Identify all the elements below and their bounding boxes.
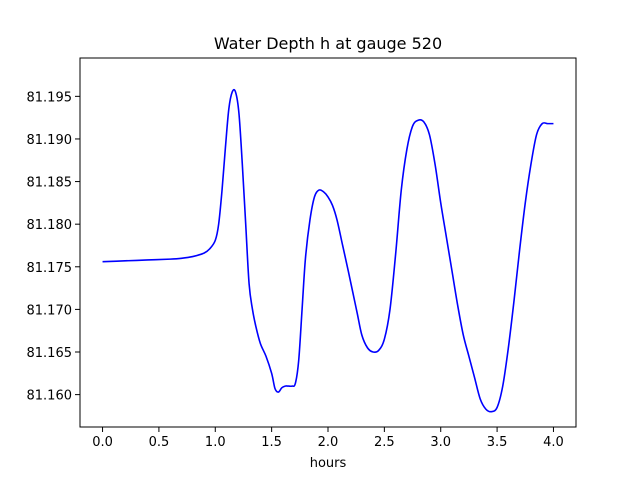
y-axis: 81.160 81.165 81.170 81.175 81.180 81.185 81.1…: [27, 90, 80, 404]
x-tick-label: 0.0: [92, 435, 113, 450]
x-tick-label: 2.5: [374, 435, 395, 450]
y-tick-label: 81.160: [27, 389, 73, 404]
x-tick-label: 4.0: [543, 435, 564, 450]
y-tick-label: 81.190: [27, 133, 73, 148]
y-tick-label: 81.180: [27, 218, 73, 233]
plot-frame: [79, 57, 577, 428]
y-tick-label: 81.170: [27, 303, 73, 318]
y-tick-label: 81.175: [27, 261, 73, 276]
x-tick-label: 1.5: [261, 435, 282, 450]
y-tick-label: 81.165: [27, 346, 73, 361]
x-tick-label: 3.0: [430, 435, 451, 450]
series-line: [102, 88, 554, 413]
x-tick-label: 1.0: [205, 435, 226, 450]
x-axis-label: hours: [310, 456, 347, 471]
x-tick-label: 0.5: [149, 435, 170, 450]
x-axis: 0.0 0.5 1.0 1.5 2.0 2.5 3.0 3.5 4.0: [92, 427, 564, 450]
x-tick-label: 2.0: [318, 435, 339, 450]
x-tick-label: 3.5: [487, 435, 508, 450]
chart-title: Water Depth h at gauge 520: [214, 34, 442, 53]
y-tick-label: 81.195: [27, 90, 73, 105]
y-tick-label: 81.185: [27, 176, 73, 191]
plot-area: [102, 88, 554, 413]
